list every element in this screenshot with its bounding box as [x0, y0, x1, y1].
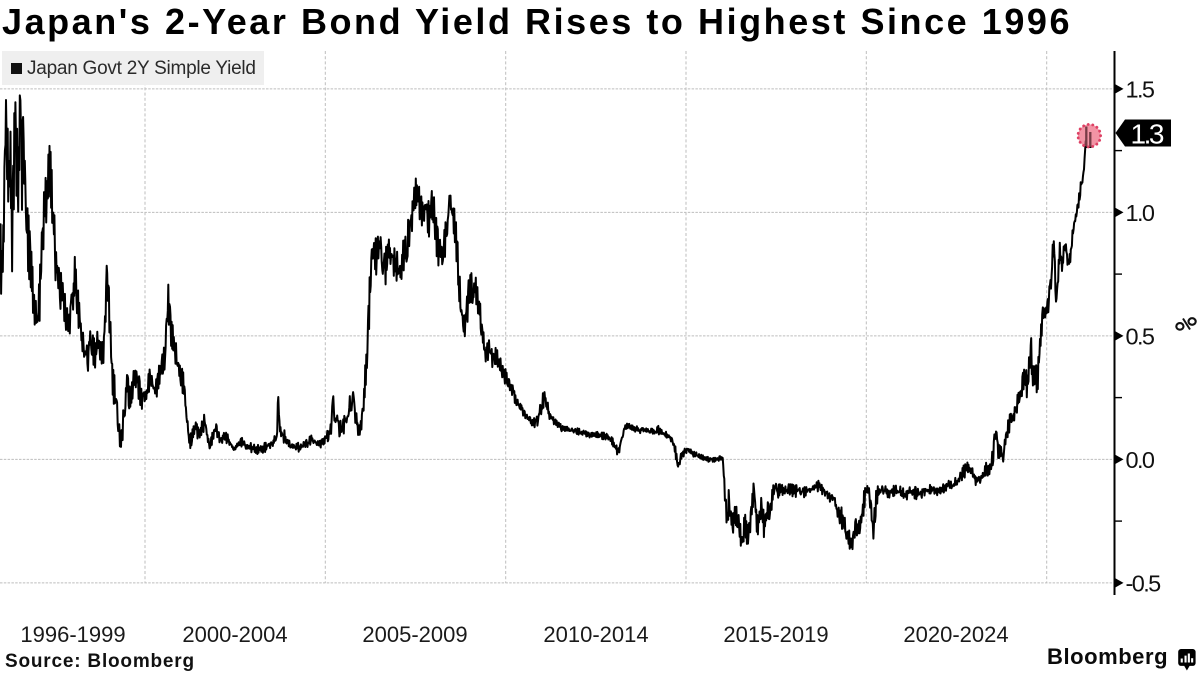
- svg-text:0.0: 0.0: [1126, 447, 1155, 473]
- svg-text:0.5: 0.5: [1126, 323, 1155, 349]
- svg-text:1.5: 1.5: [1126, 76, 1155, 102]
- svg-text:-0.5: -0.5: [1126, 570, 1162, 596]
- svg-text:1.3: 1.3: [1131, 118, 1164, 149]
- svg-text:1.0: 1.0: [1126, 200, 1155, 226]
